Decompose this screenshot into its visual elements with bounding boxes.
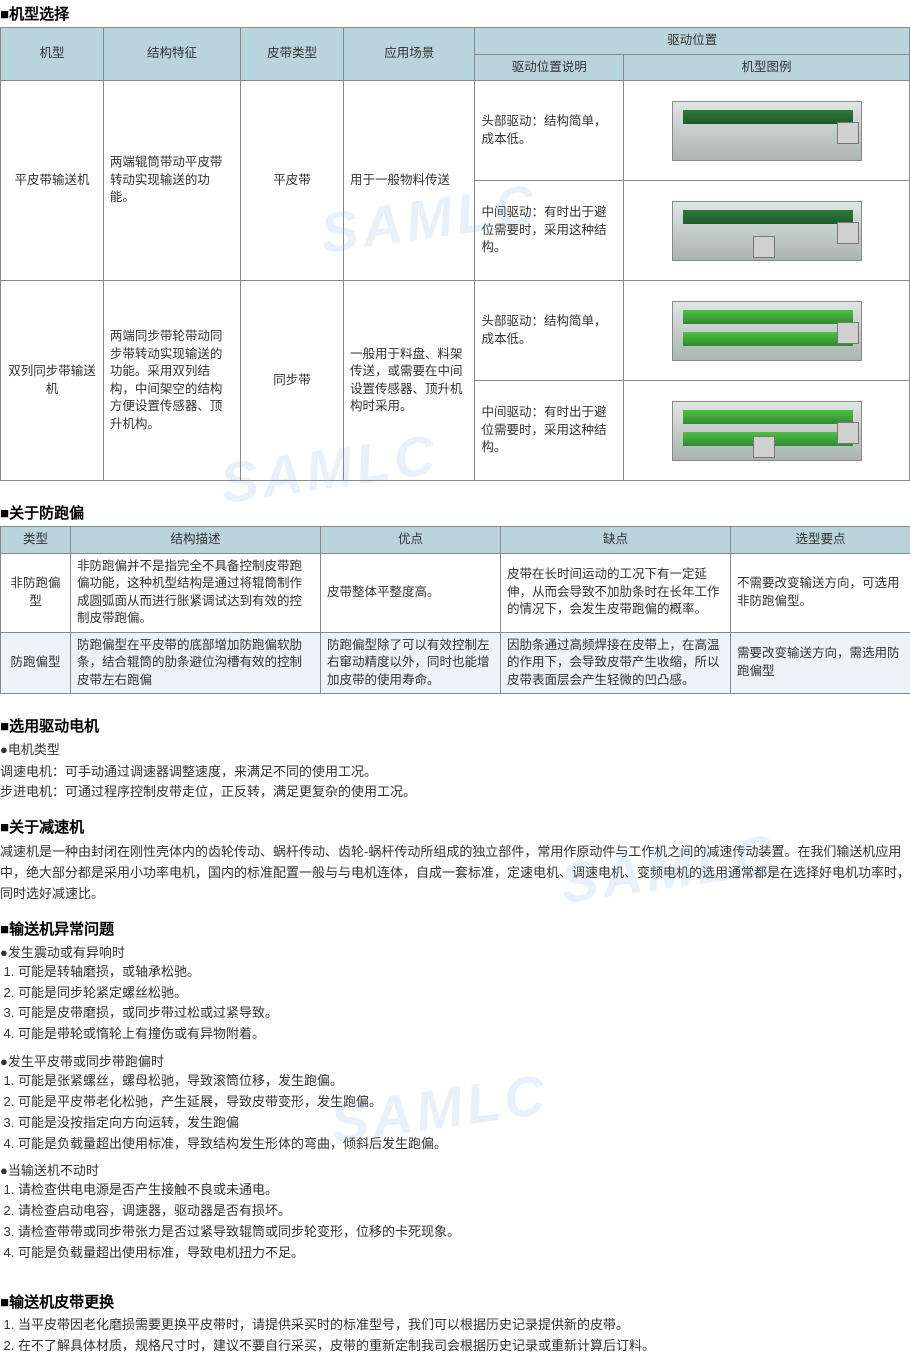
fault-heading: 发生震动或有异响时 — [0, 942, 910, 962]
fault-item: 可能是没按指定向方向运转，发生跑偏 — [18, 1113, 910, 1134]
td2-cell: 不需要改变输送方向，可选用非防跑偏型。 — [731, 553, 910, 632]
td2-cell: 非防跑偏并不是指完全不具备控制皮带跑偏功能，这种机型结构是通过将辊筒制作成圆弧面… — [71, 553, 321, 632]
conveyor-illustration — [672, 401, 862, 461]
td2-cell: 需要改变输送方向，需选用防跑偏型 — [731, 632, 910, 694]
cell-drive-img — [624, 181, 910, 281]
fault-item: 可能是带轮或惰轮上有撞伤或有异物附着。 — [18, 1024, 910, 1045]
faults-block: 发生震动或有异响时可能是转轴磨损，或轴承松驰。可能是同步轮紧定螺丝松驰。可能是皮… — [0, 942, 910, 1264]
th-drive-desc: 驱动位置说明 — [475, 54, 624, 81]
cell-structure: 两端同步带轮带动同步带转动实现输送的功能。采用双列结构，中间架空的结构方便设置传… — [103, 281, 240, 481]
th2-cell: 缺点 — [501, 527, 731, 554]
td2-cell: 因肋条通过高频焊接在皮带上，在高温的作用下，会导致皮带产生收缩，所以皮带表面层会… — [501, 632, 731, 694]
fault-item: 可能是转轴磨损，或轴承松驰。 — [18, 962, 910, 983]
conveyor-illustration — [672, 301, 862, 361]
fault-heading: 发生平皮带或同步带跑偏时 — [0, 1051, 910, 1071]
cell-drive-desc: 头部驱动：结构简单，成本低。 — [475, 281, 624, 381]
th2-cell: 类型 — [1, 527, 71, 554]
td2-cell: 防跑偏型在平皮带的底部增加防跑偏软肋条，结合辊筒的肋条避位沟槽有效的控制皮带左右… — [71, 632, 321, 694]
motor-line: 步进电机：可通过程序控制皮带走位，正反转，满足更复杂的使用工况。 — [0, 782, 910, 803]
cell-belt: 平皮带 — [241, 81, 344, 281]
cell-belt: 同步带 — [241, 281, 344, 481]
section-title-model: 机型选择 — [0, 0, 910, 27]
td2-cell: 皮带整体平整度高。 — [321, 553, 501, 632]
th2-cell: 优点 — [321, 527, 501, 554]
fault-item: 请检查带带或同步带张力是否过紧导致辊筒或同步轮变形，位移的卡死现象。 — [18, 1222, 910, 1243]
th2-cell: 选型要点 — [731, 527, 910, 554]
replace-list: 当平皮带因老化磨损需要更换平皮带时，请提供采买时的标准型号，我们可以根据历史记录… — [0, 1315, 910, 1357]
cell-drive-img — [624, 281, 910, 381]
reducer-para: 减速机是一种由封闭在刚性壳体内的齿轮传动、蜗杆传动、齿轮-蜗杆传动所组成的独立部… — [0, 840, 910, 914]
cell-drive-desc: 中间驱动：有时出于避位需要时，采用这种结构。 — [475, 381, 624, 481]
cell-model: 平皮带输送机 — [1, 81, 104, 281]
cell-drive-img — [624, 381, 910, 481]
fault-item: 请检查供电电源是否产生接触不良或未通电。 — [18, 1180, 910, 1201]
cell-model: 双列同步带输送机 — [1, 281, 104, 481]
section-title-faults: 输送机异常问题 — [0, 915, 910, 942]
deviation-table: 类型结构描述优点缺点选型要点 非防跑偏型非防跑偏并不是指完全不具备控制皮带跑偏功… — [0, 526, 910, 694]
fault-item: 可能是张紧螺丝，螺母松驰，导致滚筒位移，发生跑偏。 — [18, 1071, 910, 1092]
th-scene: 应用场景 — [343, 28, 474, 81]
cell-scene: 用于一般物料传送 — [343, 81, 474, 281]
section-title-reducer: 关于减速机 — [0, 813, 910, 840]
cell-drive-desc: 头部驱动：结构简单，成本低。 — [475, 81, 624, 181]
fault-item: 可能是同步轮紧定螺丝松驰。 — [18, 983, 910, 1004]
replace-item: 当平皮带因老化磨损需要更换平皮带时，请提供采买时的标准型号，我们可以根据历史记录… — [18, 1315, 910, 1336]
td2-cell: 非防跑偏型 — [1, 553, 71, 632]
td2-cell: 防跑偏型除了可以有效控制左右窜动精度以外，同时也能增加皮带的使用寿命。 — [321, 632, 501, 694]
fault-item: 可能是负载量超出使用标准，导致电机扭力不足。 — [18, 1243, 910, 1264]
conveyor-illustration — [672, 201, 862, 261]
cell-structure: 两端辊筒带动平皮带转动实现输送的功能。 — [103, 81, 240, 281]
motor-subtitle: 电机类型 — [0, 739, 910, 759]
fault-item: 可能是平皮带老化松驰，产生延展，导致皮带变形，发生跑偏。 — [18, 1092, 910, 1113]
motor-line: 调速电机：可手动通过调速器调整速度，来满足不同的使用工况。 — [0, 762, 910, 783]
td2-cell: 防跑偏型 — [1, 632, 71, 694]
section-title-replace: 输送机皮带更换 — [0, 1288, 910, 1315]
model-selection-table: 机型 结构特征 皮带类型 应用场景 驱动位置 驱动位置说明 机型图例 平皮带输送… — [0, 27, 910, 481]
fault-item: 可能是负载量超出使用标准，导致结构发生形体的弯曲，倾斜后发生跑偏。 — [18, 1134, 910, 1155]
replace-item: 在不了解具体材质，规格尺寸时，建议不要自行采买，皮带的重新定制我司会根据历史记录… — [18, 1336, 910, 1357]
cell-drive-desc: 中间驱动：有时出于避位需要时，采用这种结构。 — [475, 181, 624, 281]
th-drive: 驱动位置 — [475, 28, 910, 55]
section-title-motor: 选用驱动电机 — [0, 712, 910, 739]
th-belt: 皮带类型 — [241, 28, 344, 81]
th-structure: 结构特征 — [103, 28, 240, 81]
fault-item: 请检查启动电容，调速器，驱动器是否有损坏。 — [18, 1201, 910, 1222]
section-title-deviation: 关于防跑偏 — [0, 499, 910, 526]
th-model: 机型 — [1, 28, 104, 81]
fault-heading: 当输送机不动时 — [0, 1160, 910, 1180]
th-drive-img: 机型图例 — [624, 54, 910, 81]
td2-cell: 皮带在长时间运动的工况下有一定延伸，从而会导致不加肋条时在长年工作的情况下，会发… — [501, 553, 731, 632]
conveyor-illustration — [672, 101, 862, 161]
cell-drive-img — [624, 81, 910, 181]
cell-scene: 一般用于料盘、料架传送，或需要在中间设置传感器、顶升机构时采用。 — [343, 281, 474, 481]
motor-lines: 调速电机：可手动通过调速器调整速度，来满足不同的使用工况。步进电机：可通过程序控… — [0, 760, 910, 814]
fault-item: 可能是皮带磨损，或同步带过松或过紧导致。 — [18, 1003, 910, 1024]
th2-cell: 结构描述 — [71, 527, 321, 554]
